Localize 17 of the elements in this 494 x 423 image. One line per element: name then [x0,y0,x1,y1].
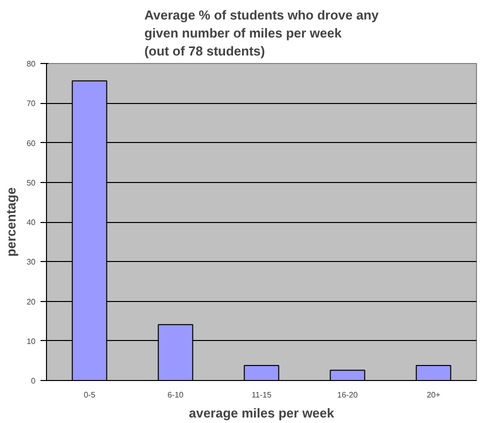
x-tick-label: 0-5 [84,390,96,400]
y-tick-label: 40 [26,218,36,227]
y-tick-label: 0 [31,376,36,386]
y-tick-label: 70 [26,99,36,108]
x-tick-label: 20+ [426,390,441,400]
x-axis-title: average miles per week [188,406,335,420]
y-tick-label: 80 [26,60,36,68]
x-tick-label: 16-20 [337,390,358,400]
x-tick-label: 11-15 [252,390,272,400]
y-tick-label: 50 [26,178,36,188]
chart-title: Average % of students who drove any given number of miles per week (out of 78 students) [144,8,380,58]
y-tick-label: 60 [26,138,36,148]
y-tick-label: 10 [26,336,36,346]
y-axis-title: percentage [4,187,19,257]
y-tick-label: 30 [26,258,36,267]
x-tick-label: 6-10 [167,390,184,400]
y-tick-label: 20 [26,297,36,306]
